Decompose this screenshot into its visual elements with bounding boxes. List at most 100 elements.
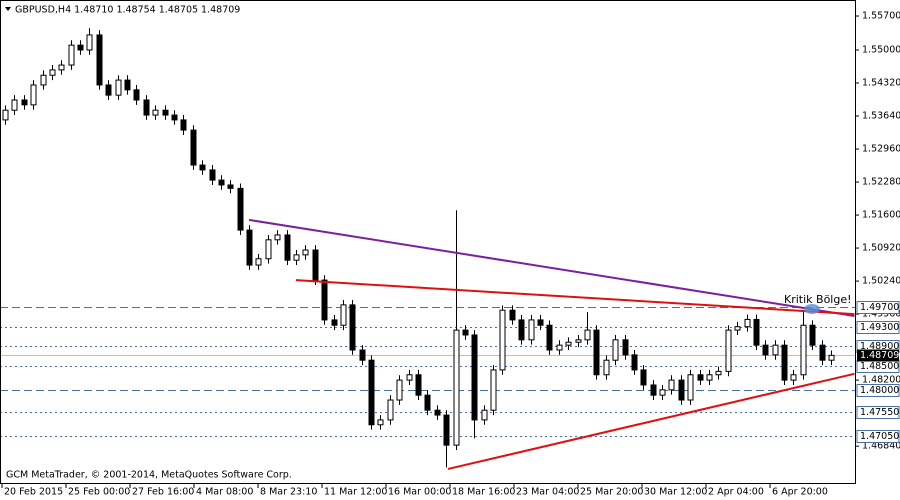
- candle-body: [687, 374, 694, 401]
- x-tick-label: 27 Feb 16:00: [132, 487, 194, 498]
- candle-body: [331, 319, 338, 326]
- candle-body: [162, 109, 169, 116]
- candle-body: [115, 79, 122, 96]
- candle-body: [359, 349, 366, 361]
- candle-body: [706, 374, 713, 381]
- candle-body: [312, 249, 319, 281]
- candle-body: [274, 234, 281, 241]
- candle-body: [349, 304, 356, 351]
- candle-body: [518, 319, 525, 341]
- candle-body: [58, 64, 65, 71]
- x-tick-label: 23 Mar 04:00: [516, 487, 579, 498]
- candle-body: [21, 99, 28, 106]
- level-box: [856, 301, 900, 314]
- level-box: [856, 430, 900, 443]
- candle-body: [546, 324, 553, 351]
- candle-body: [340, 304, 347, 326]
- candle-body: [499, 309, 506, 371]
- candle-body: [790, 374, 797, 381]
- candle-body: [575, 339, 582, 343]
- candle-body: [96, 34, 103, 86]
- x-tick-label: 25 Feb 00:00: [68, 487, 130, 498]
- candle-body: [124, 79, 131, 91]
- level-label: 1.48900: [860, 341, 899, 352]
- trend-line: [248, 218, 855, 318]
- candle-body: [377, 419, 384, 426]
- candle-body: [190, 129, 197, 166]
- candle-body: [11, 99, 18, 111]
- y-tick-label: 1.48200: [862, 375, 900, 386]
- candle-body: [227, 184, 234, 189]
- y-tick-label: 1.55700: [862, 11, 900, 22]
- y-tick-label: 1.46840: [862, 441, 900, 452]
- x-tick-label: 30 Mar 12:00: [644, 487, 707, 498]
- plot-border: [0, 0, 856, 484]
- level-label: 1.49700: [860, 302, 899, 313]
- candle-body: [255, 258, 262, 266]
- candle-body: [631, 354, 638, 371]
- candle-body: [725, 329, 732, 372]
- level-label: 1.47050: [860, 431, 899, 442]
- candle-body: [246, 229, 253, 266]
- candle-body: [556, 344, 563, 351]
- candle-body: [819, 344, 826, 361]
- candle-body: [622, 339, 629, 356]
- candle-body: [603, 359, 610, 376]
- y-tick-label: 1.55000: [862, 45, 900, 56]
- x-tick-label: 16 Mar 00:00: [388, 487, 451, 498]
- chart-header: GBPUSD,H4 1.48710 1.48754 1.48705 1.4870…: [15, 5, 240, 16]
- candle-body: [237, 187, 244, 231]
- candle-body: [199, 164, 206, 171]
- candle-body: [659, 389, 666, 396]
- level-label: 1.48500: [860, 361, 899, 372]
- candle-body: [387, 399, 394, 421]
- x-tick-label: 4 Mar 08:00: [196, 487, 253, 498]
- candle-body: [668, 379, 675, 391]
- footer: GCM MetaTrader, © 2001-2014, MetaQuotes …: [6, 470, 292, 481]
- candle-body: [650, 384, 657, 396]
- candle-body: [462, 329, 469, 336]
- y-tick-label: 1.53640: [862, 111, 900, 122]
- candle-body: [490, 369, 497, 411]
- candle-body: [2, 109, 9, 121]
- x-tick-label: 6 Apr 20:00: [772, 487, 828, 498]
- candle-body: [781, 344, 788, 381]
- level-box: [856, 406, 900, 419]
- candle-body: [453, 329, 460, 446]
- candle-body: [302, 249, 309, 256]
- highlight: [804, 304, 820, 314]
- candle-body: [396, 379, 403, 401]
- y-tick-label: 1.52960: [862, 144, 900, 155]
- candle-body: [180, 119, 187, 131]
- trend-line: [447, 372, 855, 470]
- candle-body: [800, 324, 807, 376]
- y-tick-label: 1.49560: [862, 309, 900, 320]
- candle-body: [734, 326, 741, 331]
- candle-body: [509, 309, 516, 321]
- candle-body: [30, 84, 37, 106]
- x-tick-label: 25 Mar 20:00: [580, 487, 643, 498]
- menu-arrow[interactable]: [5, 7, 11, 11]
- y-tick-label: 1.50240: [862, 276, 900, 287]
- annotation: Kritik Bölge!: [784, 293, 852, 306]
- level-box: [856, 384, 900, 397]
- candle-body: [772, 344, 779, 356]
- candle-body: [368, 359, 375, 426]
- candle-body: [528, 319, 535, 341]
- x-tick-label: 2 Apr 04:00: [708, 487, 764, 498]
- candle-body: [218, 179, 225, 186]
- candle-body: [809, 324, 816, 346]
- y-tick-label: 1.52280: [862, 177, 900, 188]
- candle-body: [133, 89, 140, 101]
- y-tick-label: 1.51600: [862, 210, 900, 221]
- level-label: 1.49300: [860, 322, 899, 333]
- candle-body: [284, 234, 291, 261]
- candle-body: [68, 44, 75, 66]
- x-tick-label: 8 Mar 23:10: [260, 487, 317, 498]
- level-label: 1.47550: [860, 407, 899, 418]
- candle-body: [293, 254, 300, 261]
- price-box: [857, 349, 899, 362]
- candle-body: [612, 339, 619, 361]
- candle-body: [77, 44, 84, 51]
